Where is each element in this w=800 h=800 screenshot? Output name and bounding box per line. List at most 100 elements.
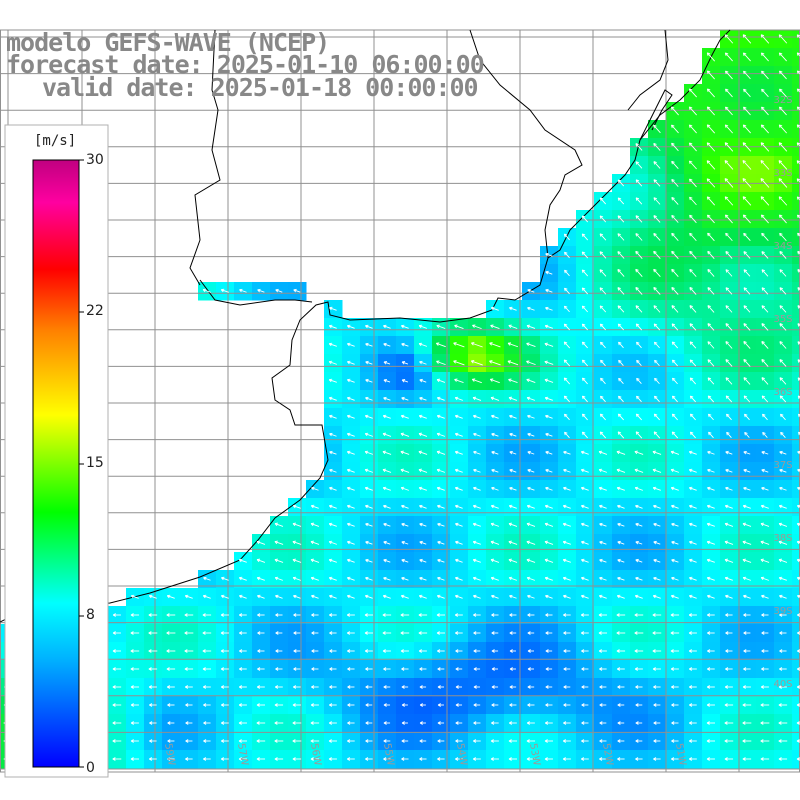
wind-arrow (454, 450, 463, 455)
wind-arrow (544, 522, 554, 527)
wind-arrow (761, 649, 769, 653)
wind-arrow (275, 594, 283, 599)
wind-arrow (563, 594, 571, 599)
wind-arrow (545, 649, 553, 653)
wind-arrow (184, 631, 194, 635)
wind-arrow (383, 504, 391, 509)
wind-arrow (634, 468, 644, 473)
wind-arrow (688, 106, 697, 116)
wind-arrow (797, 250, 800, 255)
wind-arrow (401, 685, 409, 689)
wind-arrow (581, 685, 589, 689)
wind-arrow (742, 34, 752, 44)
wind-arrow (617, 576, 625, 581)
wind-arrow (419, 667, 427, 671)
wind-arrow (311, 613, 319, 617)
wind-arrow (634, 450, 644, 455)
wind-arrow (419, 703, 426, 707)
wind-arrow (329, 667, 337, 671)
wind-arrow (329, 450, 337, 455)
wind-arrow (401, 324, 409, 329)
wind-arrow (635, 757, 643, 761)
wind-arrow (688, 142, 697, 152)
wind-cell (792, 246, 800, 265)
wind-arrow (742, 52, 751, 62)
wind-cell (792, 588, 800, 607)
wind-arrow (203, 757, 211, 761)
wind-arrow (761, 395, 769, 403)
wind-arrow (274, 540, 284, 545)
wind-arrow (347, 486, 355, 491)
wind-arrow (563, 395, 570, 403)
wind-arrow (670, 594, 679, 599)
wind-arrow (689, 739, 697, 743)
wind-arrow (203, 721, 211, 725)
wind-arrow (724, 160, 734, 170)
wind-arrow (796, 757, 800, 761)
wind-arrow (689, 341, 697, 349)
wind-arrow (742, 178, 752, 188)
wind-arrow (491, 667, 498, 671)
wind-arrow (563, 341, 571, 349)
wind-arrow (724, 196, 734, 206)
wind-arrow (653, 323, 661, 331)
wind-arrow (545, 414, 553, 419)
wind-arrow (238, 703, 247, 707)
wind-arrow (761, 450, 769, 455)
wind-arrow (418, 432, 428, 437)
wind-arrow (473, 613, 481, 617)
wind-arrow (292, 540, 302, 545)
wind-arrow (617, 215, 625, 223)
wind-arrow (130, 649, 140, 653)
wind-arrow (706, 142, 716, 152)
coast-north (469, 29, 583, 259)
wind-arrow (419, 378, 427, 383)
wind-arrow (365, 504, 373, 509)
wind-arrow (670, 613, 680, 617)
wind-arrow (166, 667, 176, 671)
wind-arrow (706, 178, 716, 188)
wind-arrow (347, 594, 355, 599)
wind-arrow (599, 504, 607, 509)
wind-arrow (508, 522, 518, 527)
wind-arrow (761, 667, 769, 671)
wind-cell (792, 408, 800, 427)
wind-arrow (760, 558, 770, 563)
wind-arrow (328, 721, 337, 725)
wind-arrow (166, 649, 176, 653)
wind-arrow (202, 594, 211, 599)
wind-arrow (778, 178, 788, 188)
wind-arrow (581, 215, 589, 223)
wind-arrow (454, 324, 464, 330)
wind-arrow (779, 450, 787, 455)
wind-arrow (418, 468, 428, 473)
wind-arrow (653, 721, 661, 725)
wind-cell (792, 336, 800, 355)
wind-cell (792, 354, 800, 373)
wind-arrow (761, 305, 769, 313)
wind-arrow (598, 631, 608, 635)
wind-arrow (778, 160, 788, 170)
wind-arrow (112, 757, 122, 761)
wind-arrow (472, 576, 481, 581)
wind-arrow (600, 395, 606, 403)
wind-arrow (635, 413, 643, 421)
wind-arrow (743, 377, 751, 385)
wind-arrow (760, 214, 769, 224)
wind-arrow (725, 70, 733, 80)
wind-arrow (563, 305, 570, 313)
wind-arrow (292, 703, 302, 707)
wind-arrow (328, 396, 337, 401)
wind-arrow (347, 576, 355, 581)
wind-arrow (545, 270, 553, 275)
wind-arrow (167, 703, 175, 707)
wind-arrow (654, 377, 660, 385)
wind-arrow (400, 468, 410, 473)
wind-arrow (257, 631, 265, 635)
wind-cell (792, 48, 800, 67)
wind-arrow (508, 757, 517, 761)
wind-arrow (742, 214, 751, 224)
wind-arrow (617, 667, 625, 671)
wind-arrow (544, 324, 553, 329)
wind-arrow (329, 649, 337, 653)
